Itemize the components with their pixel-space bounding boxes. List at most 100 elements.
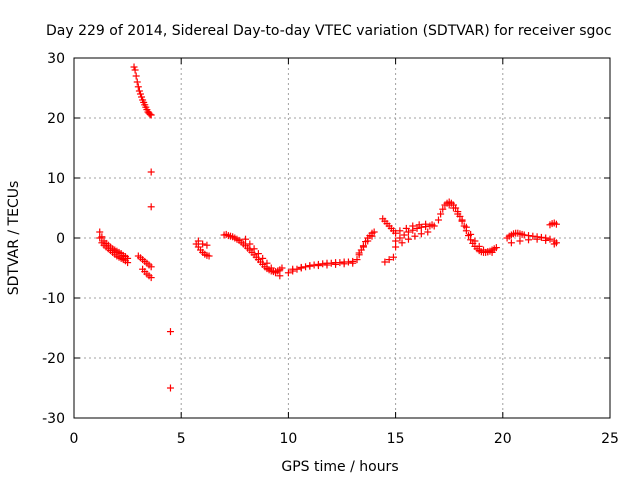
- data-point: [492, 244, 500, 252]
- data-point: [546, 235, 554, 243]
- data-point: [263, 259, 271, 267]
- y-tick-label: 10: [47, 171, 65, 187]
- data-point: [166, 328, 174, 336]
- data-point: [417, 230, 425, 238]
- data-point: [404, 235, 412, 243]
- data-point: [124, 259, 132, 267]
- data-point: [370, 228, 378, 236]
- data-point: [147, 274, 155, 282]
- x-tick-label: 20: [494, 431, 512, 447]
- data-point: [297, 263, 305, 271]
- data-point: [332, 260, 340, 268]
- data-point: [132, 72, 140, 80]
- data-point: [475, 242, 483, 250]
- data-point: [424, 228, 432, 236]
- data-point: [242, 235, 250, 243]
- data-point: [359, 243, 367, 251]
- data-point: [402, 224, 410, 232]
- data-point: [392, 243, 400, 251]
- data-point: [278, 264, 286, 272]
- data-point: [471, 237, 479, 245]
- data-point: [340, 260, 348, 268]
- data-point: [205, 252, 213, 260]
- data-point: [276, 272, 284, 280]
- grid-lines: [74, 58, 610, 418]
- data-point: [96, 228, 104, 236]
- data-series: [96, 63, 560, 392]
- data-point: [409, 222, 417, 230]
- data-point: [525, 236, 533, 244]
- chart-title: Day 229 of 2014, Sidereal Day-to-day VTE…: [46, 23, 612, 39]
- data-point: [550, 240, 558, 248]
- data-point: [480, 246, 488, 254]
- data-point: [389, 253, 397, 261]
- x-tick-label: 0: [70, 431, 79, 447]
- data-point: [250, 245, 258, 253]
- data-point: [445, 201, 453, 209]
- data-point: [449, 204, 457, 212]
- data-point: [422, 220, 430, 228]
- y-tick-label: 0: [56, 231, 65, 247]
- y-tick-label: -30: [42, 411, 65, 427]
- data-point: [415, 221, 423, 229]
- y-tick-label: 20: [47, 111, 65, 127]
- data-point: [439, 205, 447, 213]
- data-point: [552, 220, 560, 228]
- data-point: [368, 232, 376, 240]
- x-tick-label: 10: [279, 431, 297, 447]
- data-point: [400, 231, 408, 239]
- data-point: [314, 262, 322, 270]
- plot-frame: [73, 57, 611, 419]
- y-tick-label: -10: [42, 291, 65, 307]
- data-point: [404, 228, 412, 236]
- data-point: [194, 237, 202, 245]
- data-point: [462, 223, 470, 231]
- data-point: [203, 241, 211, 249]
- data-point: [199, 240, 207, 248]
- data-point: [385, 256, 393, 264]
- data-point: [254, 250, 262, 258]
- x-tick-label: 25: [601, 431, 619, 447]
- data-point: [381, 258, 389, 266]
- data-point: [135, 87, 143, 95]
- data-point: [147, 263, 155, 271]
- data-point: [428, 221, 436, 229]
- data-point: [130, 63, 138, 71]
- data-point: [364, 237, 372, 245]
- data-point: [454, 210, 462, 218]
- data-point: [133, 78, 141, 86]
- data-point: [542, 236, 550, 244]
- x-axis-label: GPS time / hours: [281, 459, 398, 475]
- data-point: [458, 216, 466, 224]
- data-point: [147, 111, 155, 119]
- data-point: [246, 240, 254, 248]
- y-axis-label: SDTVAR / TECUs: [6, 181, 22, 296]
- data-point: [392, 229, 400, 237]
- data-point: [353, 256, 361, 264]
- x-tick-label: 15: [387, 431, 405, 447]
- data-point: [166, 384, 174, 392]
- data-point: [138, 93, 146, 101]
- data-point: [396, 234, 404, 242]
- data-point: [136, 90, 144, 98]
- y-tick-label: 30: [47, 51, 65, 67]
- data-point: [131, 66, 139, 74]
- data-point: [267, 264, 275, 272]
- data-point: [398, 239, 406, 247]
- data-point: [147, 168, 155, 176]
- data-point: [434, 216, 442, 224]
- data-point: [411, 232, 419, 240]
- data-point: [396, 227, 404, 235]
- data-point: [392, 237, 400, 245]
- data-point: [96, 234, 104, 242]
- data-point: [284, 269, 292, 277]
- data-point: [289, 265, 297, 273]
- data-point: [437, 210, 445, 218]
- data-point: [507, 239, 515, 247]
- y-tick-label: -20: [42, 351, 65, 367]
- data-point: [467, 230, 475, 238]
- data-point: [306, 262, 314, 270]
- axis-ticks: 0 5 10 15 20 25 -30 -20 -10 0 10 20 30: [42, 51, 619, 447]
- x-tick-label: 5: [177, 431, 186, 447]
